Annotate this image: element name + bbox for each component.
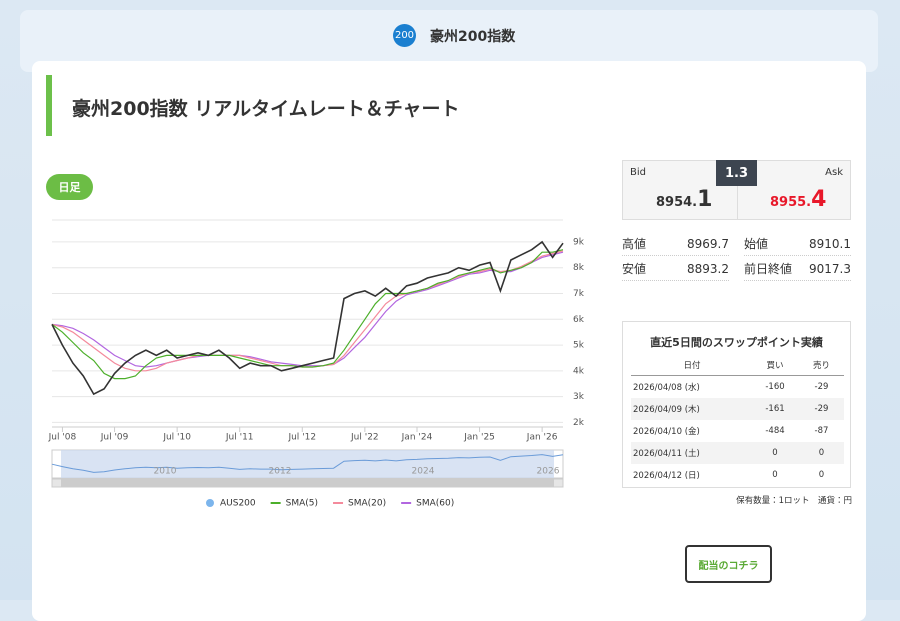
x-tick-label: Jul '22 (350, 433, 379, 443)
chart: 2k 3k 4k 5k 6k 7k 8k 9k Jul '08 Jul '09 Jul '10 Jul… (48, 219, 585, 509)
stat-value: 8910.1 (809, 236, 851, 251)
stat-value: 9017.3 (809, 261, 851, 276)
stat-row: 前日終値 9017.3 (744, 257, 851, 281)
legend-label: SMA(5) (286, 499, 318, 509)
swap-cell: 0 (818, 448, 825, 458)
badge: 200 (393, 24, 416, 47)
swap-cell: -484 (765, 426, 785, 436)
swap-cell: 2026/04/08 (水) (633, 383, 700, 393)
swap-cell: 0 (818, 470, 825, 480)
series-line (51, 249, 564, 380)
scrollbar-thumb (61, 479, 554, 487)
legend-label: SMA(20) (348, 499, 386, 509)
header-title: 豪州200指数 (430, 29, 516, 45)
swap-cell: -29 (814, 404, 829, 414)
stat-label: 始値 (744, 237, 769, 251)
y-tick-label: 4k (573, 366, 585, 376)
y-tick-label: 2k (573, 418, 585, 428)
accent-bar (46, 75, 52, 136)
swap-row: 2026/04/10 (金) -484 -87 (631, 420, 844, 442)
spread: 1.3 (716, 160, 757, 186)
period-tab[interactable]: 日足 (46, 174, 93, 200)
x-tick-label: Jan '25 (463, 433, 495, 443)
navigator-label: 2024 (412, 467, 435, 477)
legend-label: SMA(60) (416, 499, 454, 509)
stat-label: 前日終値 (744, 262, 793, 276)
stat-label: 高値 (622, 237, 647, 251)
swap-row: 2026/04/08 (水) -160 -29 (631, 376, 844, 398)
swap-cell: 0 (772, 448, 778, 458)
swap-col: 売り (812, 360, 830, 371)
swap-row: 2026/04/09 (木) -161 -29 (631, 398, 844, 420)
y-tick-label: 3k (573, 392, 585, 402)
navigator-label: 2026 (537, 467, 560, 477)
ask-label: Ask (825, 167, 843, 178)
legend-marker (206, 499, 214, 507)
y-tick-label: 5k (573, 341, 585, 351)
x-tick-label: Jul '11 (225, 433, 254, 443)
x-tick-label: Jan '26 (526, 433, 558, 443)
x-tick-label: Jul '12 (287, 433, 316, 443)
main-card (32, 61, 866, 621)
bid-label: Bid (630, 167, 646, 178)
bid: 8954.1 (656, 187, 712, 212)
series-line (51, 251, 564, 368)
x-tick-label: Jul '08 (48, 433, 77, 443)
y-tick-label: 8k (573, 263, 585, 273)
swap-box: 直近5日間のスワップポイント実績 日付 買い 売り 2026/04/08 (水) -16… (622, 321, 851, 488)
bid-main: 8954. (656, 195, 698, 210)
swap-note: 保有数量：1ロット 通貨：円 (736, 496, 852, 506)
page: 200 豪州200指数 豪州200指数 リアルタイムレート＆チャート 日足 2k… (0, 0, 900, 600)
swap-row: 2026/04/11 (土) 0 0 (631, 442, 844, 464)
swap-cell: 0 (772, 470, 778, 480)
x-tick-label: Jul '10 (162, 433, 191, 443)
x-tick-label: Jul '09 (100, 433, 129, 443)
swap-cell: 2026/04/11 (土) (633, 449, 700, 459)
y-tick-label: 7k (573, 289, 585, 299)
swap-cell: 2026/04/12 (日) (633, 471, 700, 481)
swap-col: 日付 (683, 360, 701, 371)
ask: 8955.4 (770, 187, 826, 212)
swap-header: 日付 買い 売り (631, 354, 844, 376)
dividend-button[interactable]: 配当のコチラ (685, 545, 772, 583)
y-tick-label: 9k (573, 237, 585, 247)
series-line (51, 240, 564, 396)
stat-row: 高値 8969.7 (622, 232, 729, 256)
swap-cell: -161 (765, 404, 785, 414)
stat-value: 8969.7 (687, 236, 729, 251)
navigator-line (51, 454, 564, 473)
swap-cell: -160 (765, 382, 785, 392)
page-title: 豪州200指数 リアルタイムレート＆チャート (72, 98, 460, 120)
stat-label: 安値 (622, 262, 647, 276)
stat-row: 安値 8893.2 (622, 257, 729, 281)
swap-cell: 2026/04/10 (金) (633, 427, 700, 437)
stat-row: 始値 8910.1 (744, 232, 851, 256)
legend-label: AUS200 (220, 499, 256, 509)
navigator-window (61, 450, 554, 478)
stat-value: 8893.2 (687, 261, 729, 276)
swap-cell: -87 (814, 426, 829, 436)
y-tick-label: 6k (573, 315, 585, 325)
swap-title: 直近5日間のスワップポイント実績 (650, 336, 823, 349)
bid-pip: 1 (697, 187, 713, 212)
navigator-label: 2010 (154, 467, 177, 477)
swap-cell: -29 (814, 382, 829, 392)
ask-main: 8955. (770, 195, 812, 210)
swap-col: 買い (766, 360, 784, 371)
x-tick-label: Jan '24 (401, 433, 433, 443)
swap-cell: 2026/04/09 (木) (633, 405, 700, 415)
ask-pip: 4 (811, 187, 827, 212)
navigator-label: 2012 (269, 467, 292, 477)
swap-row: 2026/04/12 (日) 0 0 (631, 464, 844, 486)
